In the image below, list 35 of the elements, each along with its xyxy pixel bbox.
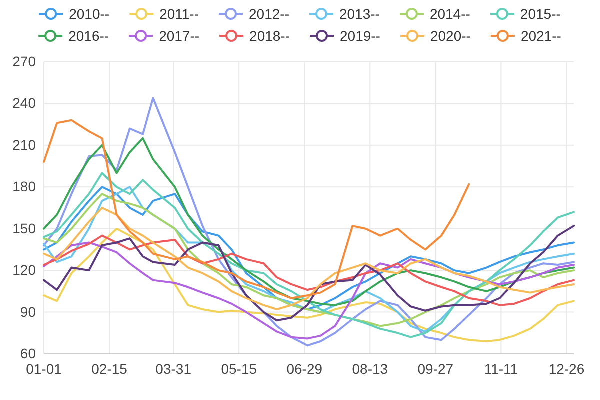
legend-label: 2010-- bbox=[69, 6, 110, 22]
x-tick-label: 06-29 bbox=[286, 360, 323, 377]
line-series bbox=[43, 97, 575, 347]
legend-label: 2021-- bbox=[520, 28, 562, 44]
x-tick-label: 01-01 bbox=[26, 360, 62, 377]
line-series bbox=[43, 119, 470, 300]
legend-label: 2017-- bbox=[159, 28, 200, 44]
legend-label: 2020-- bbox=[430, 28, 472, 44]
legend-label: 2019-- bbox=[340, 28, 381, 44]
x-tick-label: 08-13 bbox=[352, 360, 388, 377]
x-tick-label: 11-11 bbox=[484, 360, 518, 377]
y-tick-label: 210 bbox=[12, 136, 36, 153]
line-series bbox=[43, 207, 575, 311]
legend-label: 2011-- bbox=[160, 6, 200, 22]
y-tick-label: 240 bbox=[12, 95, 36, 112]
legend-label: 2018-- bbox=[250, 28, 290, 44]
x-tick-label: 09-27 bbox=[418, 360, 454, 377]
y-tick-label: 90 bbox=[20, 304, 36, 320]
x-tick-label: 02-15 bbox=[92, 360, 128, 377]
legend-label: 2012-- bbox=[249, 6, 290, 22]
legend-label: 2014-- bbox=[430, 6, 471, 22]
x-tick-label: 03-31 bbox=[156, 360, 192, 377]
y-tick-label: 180 bbox=[12, 178, 36, 195]
y-tick-label: 150 bbox=[12, 220, 36, 236]
line-series bbox=[43, 234, 575, 306]
y-tick-label: 120 bbox=[12, 262, 36, 278]
line-series bbox=[43, 225, 575, 322]
legend-label: 2015-- bbox=[520, 6, 562, 22]
y-tick-label: 60 bbox=[20, 345, 36, 362]
line-series bbox=[43, 137, 575, 306]
legend-label: 2013-- bbox=[339, 6, 380, 22]
legend-label: 2016-- bbox=[68, 28, 110, 44]
x-tick-label: 12-26 bbox=[548, 360, 585, 377]
y-tick-label: 270 bbox=[12, 53, 36, 70]
x-tick-label: 05-15 bbox=[221, 360, 258, 377]
